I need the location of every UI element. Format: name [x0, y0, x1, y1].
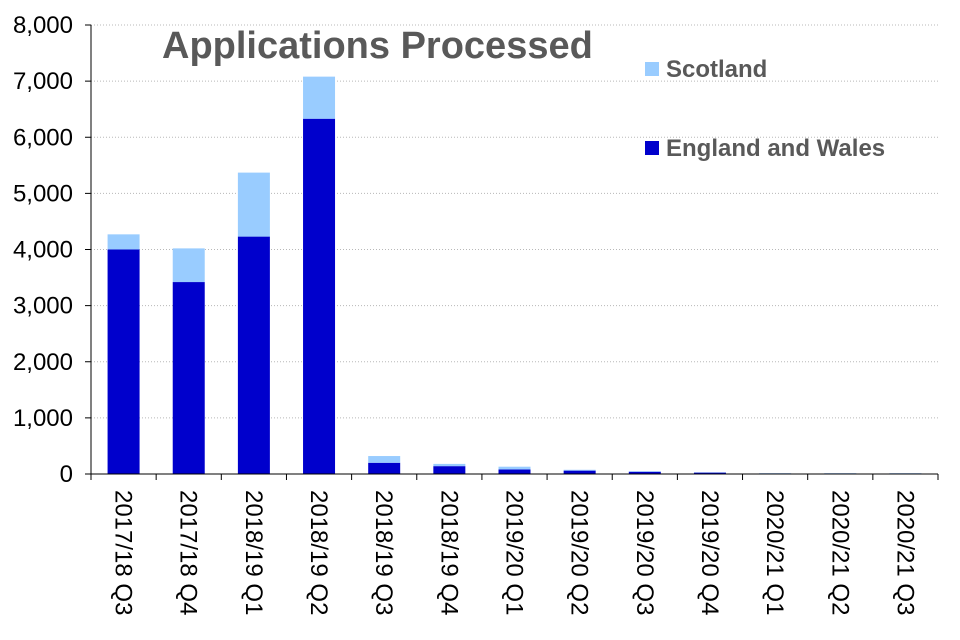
y-tick-label: 6,000: [13, 124, 73, 151]
x-tick-label: 2019/20 Q3: [631, 490, 658, 615]
bar-england-wales: [303, 118, 336, 474]
y-tick-label: 4,000: [13, 237, 73, 264]
y-tick-label: 8,000: [13, 12, 73, 39]
bar-england-wales: [498, 469, 531, 474]
x-tick-label: 2018/19 Q3: [370, 490, 397, 615]
legend-label-england-wales: England and Wales: [666, 135, 885, 162]
y-tick-label: 1,000: [13, 405, 73, 432]
x-tick-label: 2018/19 Q2: [305, 490, 332, 615]
bar-england-wales: [628, 471, 661, 474]
bar-scotland: [237, 172, 270, 237]
bar-scotland: [628, 471, 661, 472]
x-tick-label: 2018/19 Q4: [435, 490, 462, 615]
bar-england-wales: [172, 282, 205, 474]
x-tick-label: 2019/20 Q1: [501, 490, 528, 615]
x-tick-label: 2018/19 Q1: [240, 490, 267, 615]
bar-scotland: [172, 248, 205, 283]
legend: Scotland England and Wales: [645, 56, 885, 162]
bar-scotland: [498, 466, 531, 470]
y-tick-label: 0: [60, 461, 73, 488]
x-tick-label: 2019/20 Q4: [696, 490, 723, 615]
bar-england-wales: [433, 466, 466, 474]
bar-england-wales: [237, 236, 270, 474]
bar-england-wales: [563, 470, 596, 474]
bars: [107, 76, 922, 474]
bar-scotland: [303, 76, 336, 119]
legend-swatch-england-wales: [645, 141, 659, 155]
bar-england-wales: [368, 462, 401, 474]
y-tick-label: 7,000: [13, 68, 73, 95]
bar-england-wales: [107, 249, 140, 474]
bar-scotland: [563, 469, 596, 471]
y-axis-ticks: 0 1,000 2,000 3,000 4,000 5,000 6,000 7,000 8,00…: [13, 12, 91, 488]
y-tick-label: 3,000: [13, 293, 73, 320]
legend-swatch-scotland: [645, 62, 659, 76]
x-tick-label: 2019/20 Q2: [566, 490, 593, 615]
x-tick-label: 2017/18 Q4: [175, 490, 202, 615]
bar-scotland: [433, 463, 466, 467]
chart-title: Applications Processed: [162, 25, 593, 67]
x-tick-label: 2020/21 Q1: [761, 490, 788, 615]
x-tick-label: 2017/18 Q3: [110, 490, 137, 615]
legend-label-scotland: Scotland: [666, 56, 767, 83]
bar-england-wales: [693, 472, 726, 474]
bar-scotland: [368, 456, 401, 463]
x-tick-label: 2020/21 Q3: [891, 490, 918, 615]
grid: [91, 24, 938, 419]
x-axis-ticks: 2017/18 Q3 2017/18 Q4 2018/19 Q1 2018/19 Q2…: [110, 474, 939, 615]
x-tick-label: 2020/21 Q2: [826, 490, 853, 615]
y-tick-label: 5,000: [13, 180, 73, 207]
y-tick-label: 2,000: [13, 349, 73, 376]
axes: [90, 25, 938, 480]
bar-scotland: [107, 234, 140, 250]
